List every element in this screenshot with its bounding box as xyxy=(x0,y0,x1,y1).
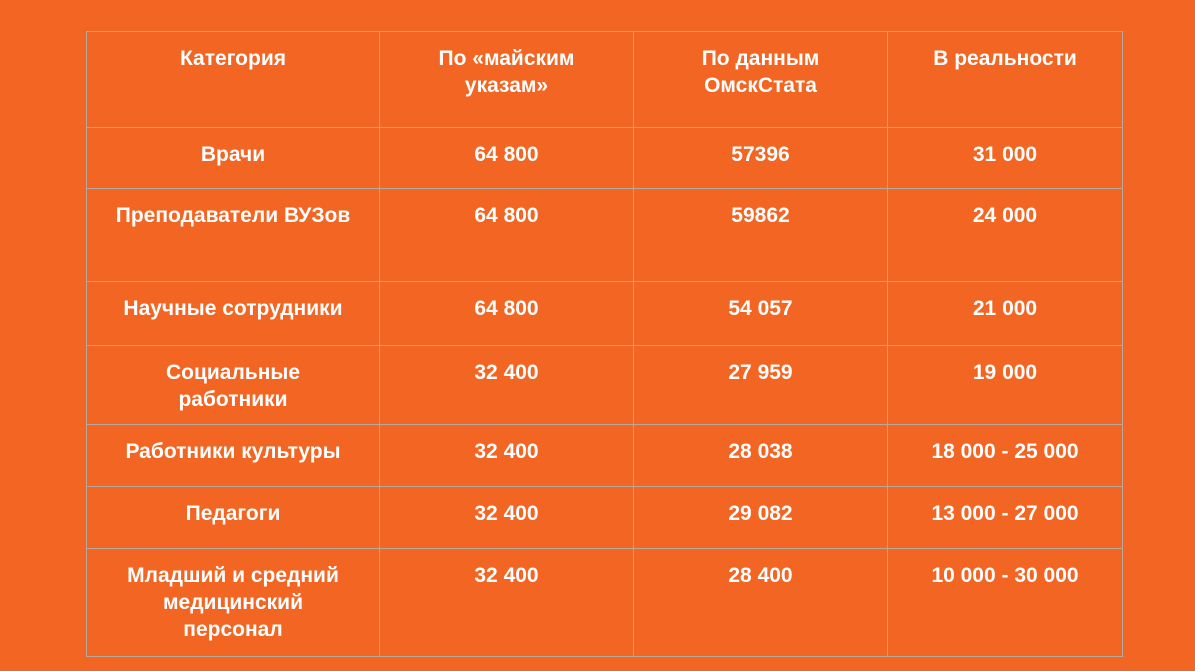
cell-may-decrees: 32 400 xyxy=(379,548,634,657)
cell-reality: 24 000 xyxy=(887,188,1123,282)
cell-may-decrees: 64 800 xyxy=(379,127,634,189)
table-row: Врачи 64 800 57396 31 000 xyxy=(86,127,1123,189)
cell-reality: 10 000 - 30 000 xyxy=(887,548,1123,657)
cell-omskstat: 54 057 xyxy=(633,281,888,346)
table-header-row: Категория По «майским указам» По данным … xyxy=(86,31,1123,128)
cell-category: Преподаватели ВУЗов xyxy=(86,188,380,282)
cell-category: Научные сотрудники xyxy=(86,281,380,346)
cell-category: Младший и средний медицинский персонал xyxy=(86,548,380,657)
cell-omskstat: 29 082 xyxy=(633,486,888,549)
table-row: Педагоги 32 400 29 082 13 000 - 27 000 xyxy=(86,486,1123,549)
cell-reality: 13 000 - 27 000 xyxy=(887,486,1123,549)
cell-category: Врачи xyxy=(86,127,380,189)
table-row: Работники культуры 32 400 28 038 18 000 … xyxy=(86,424,1123,487)
table-row: Преподаватели ВУЗов 64 800 59862 24 000 xyxy=(86,188,1123,282)
cell-omskstat: 27 959 xyxy=(633,345,888,425)
cell-omskstat: 28 400 xyxy=(633,548,888,657)
cell-reality: 19 000 xyxy=(887,345,1123,425)
salary-comparison-table: Категория По «майским указам» По данным … xyxy=(86,31,1123,657)
cell-category: Работники культуры xyxy=(86,424,380,487)
header-may-decrees: По «майским указам» xyxy=(379,31,634,128)
table-row: Младший и средний медицинский персонал 3… xyxy=(86,548,1123,657)
cell-omskstat: 28 038 xyxy=(633,424,888,487)
cell-omskstat: 59862 xyxy=(633,188,888,282)
cell-omskstat: 57396 xyxy=(633,127,888,189)
cell-may-decrees: 64 800 xyxy=(379,281,634,346)
header-reality: В реальности xyxy=(887,31,1123,128)
cell-may-decrees: 32 400 xyxy=(379,486,634,549)
cell-reality: 18 000 - 25 000 xyxy=(887,424,1123,487)
cell-may-decrees: 32 400 xyxy=(379,345,634,425)
header-omskstat: По данным ОмскСтата xyxy=(633,31,888,128)
cell-reality: 21 000 xyxy=(887,281,1123,346)
table-row: Социальные работники 32 400 27 959 19 00… xyxy=(86,345,1123,425)
table-row: Научные сотрудники 64 800 54 057 21 000 xyxy=(86,281,1123,346)
cell-may-decrees: 64 800 xyxy=(379,188,634,282)
cell-category: Педагоги xyxy=(86,486,380,549)
cell-may-decrees: 32 400 xyxy=(379,424,634,487)
cell-category: Социальные работники xyxy=(86,345,380,425)
cell-reality: 31 000 xyxy=(887,127,1123,189)
header-category: Категория xyxy=(86,31,380,128)
